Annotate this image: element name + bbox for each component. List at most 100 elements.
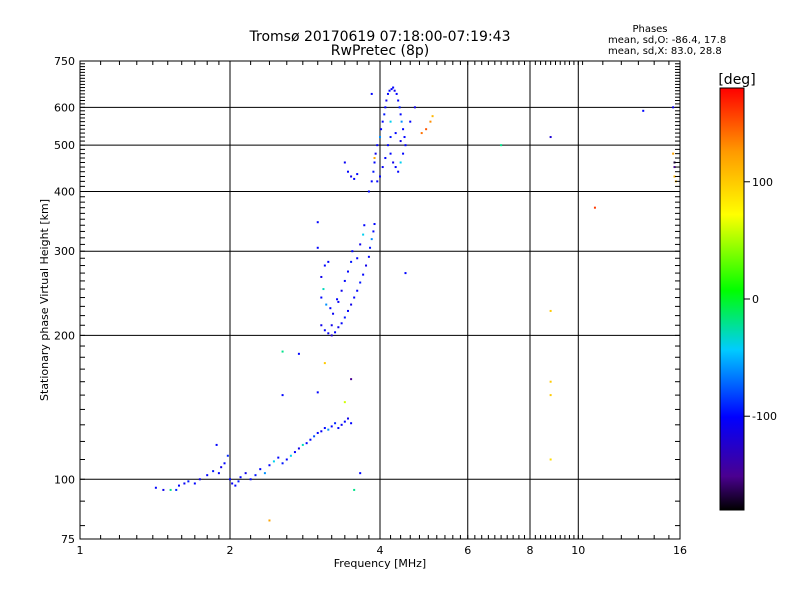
x-tick-label: 1 — [77, 544, 84, 557]
echo-point — [549, 458, 552, 461]
colorbar — [719, 87, 745, 511]
echo-point — [316, 391, 319, 394]
y-axis-ticks: 75 100 200 300 400 500 600 750 — [54, 55, 680, 546]
echo-point — [402, 128, 405, 131]
plot-grid — [80, 61, 680, 539]
echo-point — [425, 128, 428, 131]
echo-point — [343, 316, 346, 319]
echo-point — [301, 443, 304, 446]
echo-point — [362, 273, 365, 276]
echo-point — [393, 89, 396, 92]
y-tick-label: 200 — [54, 329, 75, 342]
echo-point — [384, 157, 387, 160]
echo-point — [549, 380, 552, 383]
echo-point — [392, 86, 395, 89]
echo-point — [386, 144, 389, 147]
echo-point — [385, 99, 388, 102]
y-tick-label: 600 — [54, 101, 75, 114]
echo-point — [365, 264, 368, 267]
y-tick-label: 75 — [61, 533, 75, 546]
echo-point — [293, 451, 296, 454]
x-tick-label: 16 — [673, 544, 687, 557]
echo-point — [337, 300, 340, 303]
echo-point — [198, 478, 201, 481]
echo-point — [212, 470, 215, 473]
echo-point — [226, 454, 229, 457]
echo-point — [281, 394, 284, 397]
echo-point — [356, 257, 359, 260]
echo-point — [390, 88, 393, 91]
echo-point — [381, 120, 384, 123]
echo-point — [549, 309, 552, 312]
echo-point — [316, 221, 319, 224]
y-tick-label: 300 — [54, 245, 75, 258]
echo-point — [404, 144, 407, 147]
echo-point — [229, 478, 231, 481]
echo-point — [297, 447, 300, 450]
echo-point — [346, 309, 349, 312]
echo-point — [323, 329, 326, 332]
echo-point — [376, 180, 379, 183]
x-tick-label: 6 — [464, 544, 471, 557]
echo-point — [404, 272, 407, 275]
echo-point — [395, 92, 398, 95]
echo-point — [305, 442, 308, 445]
echo-point — [403, 136, 406, 139]
phases-title: Phases — [632, 24, 667, 35]
echo-point — [334, 422, 337, 425]
x-tick-label: 10 — [571, 544, 585, 557]
y-tick-label: 750 — [54, 55, 75, 68]
echo-point — [359, 243, 362, 246]
echo-point — [429, 120, 432, 123]
echo-point — [500, 144, 503, 147]
echo-point — [177, 484, 180, 487]
plot-frame — [79, 60, 681, 540]
echo-point — [379, 136, 381, 139]
echo-point — [336, 298, 339, 301]
echo-point — [320, 275, 323, 278]
colorbar-title: [deg] — [718, 72, 755, 88]
echo-point — [309, 438, 312, 441]
echo-point — [329, 307, 332, 310]
echo-point — [397, 170, 400, 173]
echo-point — [154, 486, 157, 489]
echo-point — [346, 270, 349, 273]
echo-point — [334, 331, 337, 334]
echo-point — [325, 303, 328, 306]
echo-point — [281, 462, 284, 465]
echo-point — [402, 152, 405, 155]
echo-point — [313, 435, 316, 438]
echo-point — [359, 472, 362, 475]
echo-point — [381, 166, 384, 169]
echo-point — [320, 296, 323, 299]
echo-point — [673, 161, 676, 164]
echo-point — [673, 166, 676, 169]
echo-point — [187, 480, 190, 483]
echo-point — [399, 161, 402, 164]
echo-point — [223, 462, 226, 465]
echo-point — [340, 423, 343, 426]
echo-point — [398, 106, 401, 109]
phases-o-stats: mean, sd,O: -86.4, 17.8 — [608, 35, 726, 46]
echo-point — [389, 136, 392, 139]
echo-point — [420, 132, 423, 135]
phases-x-stats: mean, sd,X: 83.0, 28.8 — [608, 46, 722, 57]
echo-point — [356, 173, 359, 176]
echo-point — [372, 170, 375, 173]
echo-point — [373, 161, 376, 164]
echo-point — [389, 152, 392, 155]
y-tick-label: 100 — [54, 473, 75, 486]
echo-point — [673, 175, 676, 178]
echo-point — [372, 230, 375, 233]
echo-point — [175, 488, 178, 491]
echo-point — [351, 250, 354, 253]
echo-point — [350, 175, 353, 178]
echo-point — [254, 474, 257, 477]
echo-point — [320, 324, 323, 327]
echo-point — [234, 484, 237, 487]
echo-point — [399, 113, 402, 116]
echo-point — [330, 334, 333, 337]
y-tick-label: 400 — [54, 185, 75, 198]
echo-point — [323, 362, 326, 365]
echo-point — [356, 289, 359, 292]
